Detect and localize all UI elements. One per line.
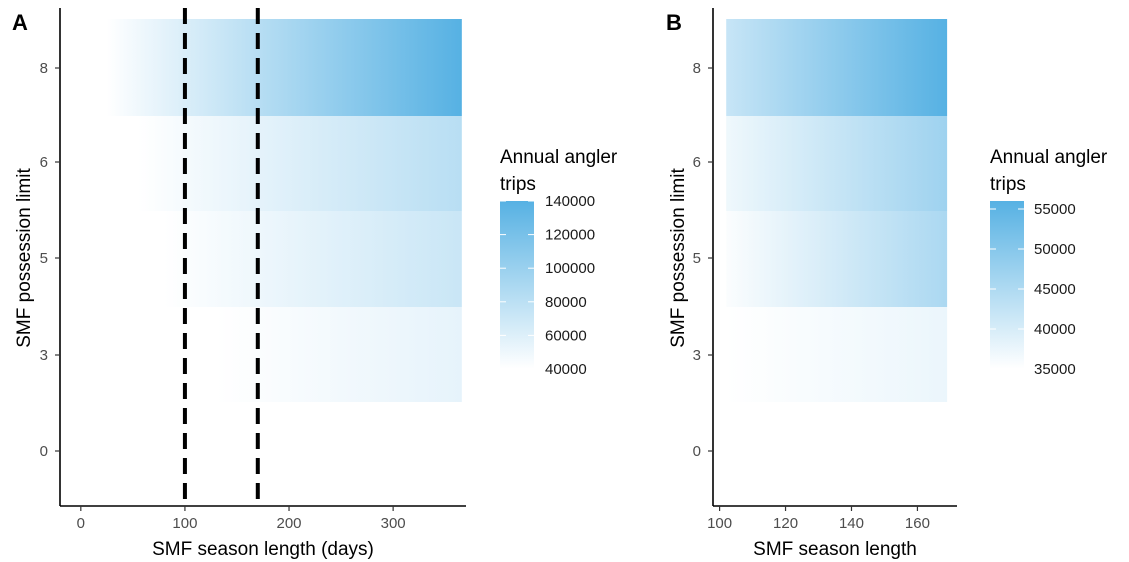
heatmap-row-5 [726,211,948,307]
heatmap-row-8 [106,19,462,116]
legend-title-line2: trips [990,174,1026,195]
legend-tick-label: 80000 [545,294,587,311]
legend-title: Annual angler [500,147,618,168]
y-tick-label: 0 [40,443,48,460]
legend-colorbar [990,201,1024,369]
heatmap-row-3 [216,307,462,402]
x-axis-title: SMF season length (days) [152,539,374,560]
x-tick-label: 140 [839,515,864,532]
legend-tick-label: 35000 [1034,361,1076,378]
legend-tick-label: 40000 [545,361,587,378]
y-axis-title: SMF possession limit [14,168,35,348]
legend-tick-label: 140000 [545,193,595,210]
x-tick-label: 100 [707,515,732,532]
legend-title-line2: trips [500,174,536,195]
x-tick-label: 200 [277,515,302,532]
y-axis-title: SMF possession limit [668,168,689,348]
heatmap-row-6 [138,116,462,211]
y-tick-label: 8 [40,60,48,77]
y-tick-label: 5 [693,250,701,267]
heatmap-row-6 [726,116,948,211]
x-tick-label: 300 [381,515,406,532]
legend-tick-label: 60000 [545,327,587,344]
y-tick-label: 6 [693,154,701,171]
y-tick-label: 0 [693,443,701,460]
heatmap-row-3 [726,307,948,402]
y-tick-label: 6 [40,154,48,171]
panel-label: B [666,10,682,35]
y-tick-label: 5 [40,250,48,267]
legend-tick-label: 45000 [1034,281,1076,298]
heatmap-row-8 [726,19,948,116]
panel-label: A [12,10,28,35]
legend-tick-label: 100000 [545,260,595,277]
panel-A: 0 100 200 300 0 3 5 6 8 SMF season length (days) S… [12,8,618,560]
heatmap-row-5 [164,211,462,307]
legend-tick-label: 40000 [1034,321,1076,338]
x-axis-title: SMF season length [753,539,917,560]
legend-title: Annual angler [990,147,1108,168]
x-tick-label: 160 [905,515,930,532]
legend-tick-label: 55000 [1034,201,1076,218]
x-tick-label: 120 [773,515,798,532]
y-tick-label: 3 [693,347,701,364]
y-tick-label: 8 [693,60,701,77]
panel-B: 100 120 140 160 0 3 5 6 8 SMF season length SMF po… [666,8,1108,560]
x-tick-label: 100 [172,515,197,532]
legend-tick-label: 50000 [1034,241,1076,258]
x-tick-label: 0 [77,515,85,532]
legend-tick-label: 120000 [545,227,595,244]
legend-colorbar [500,201,534,369]
y-tick-label: 3 [40,347,48,364]
